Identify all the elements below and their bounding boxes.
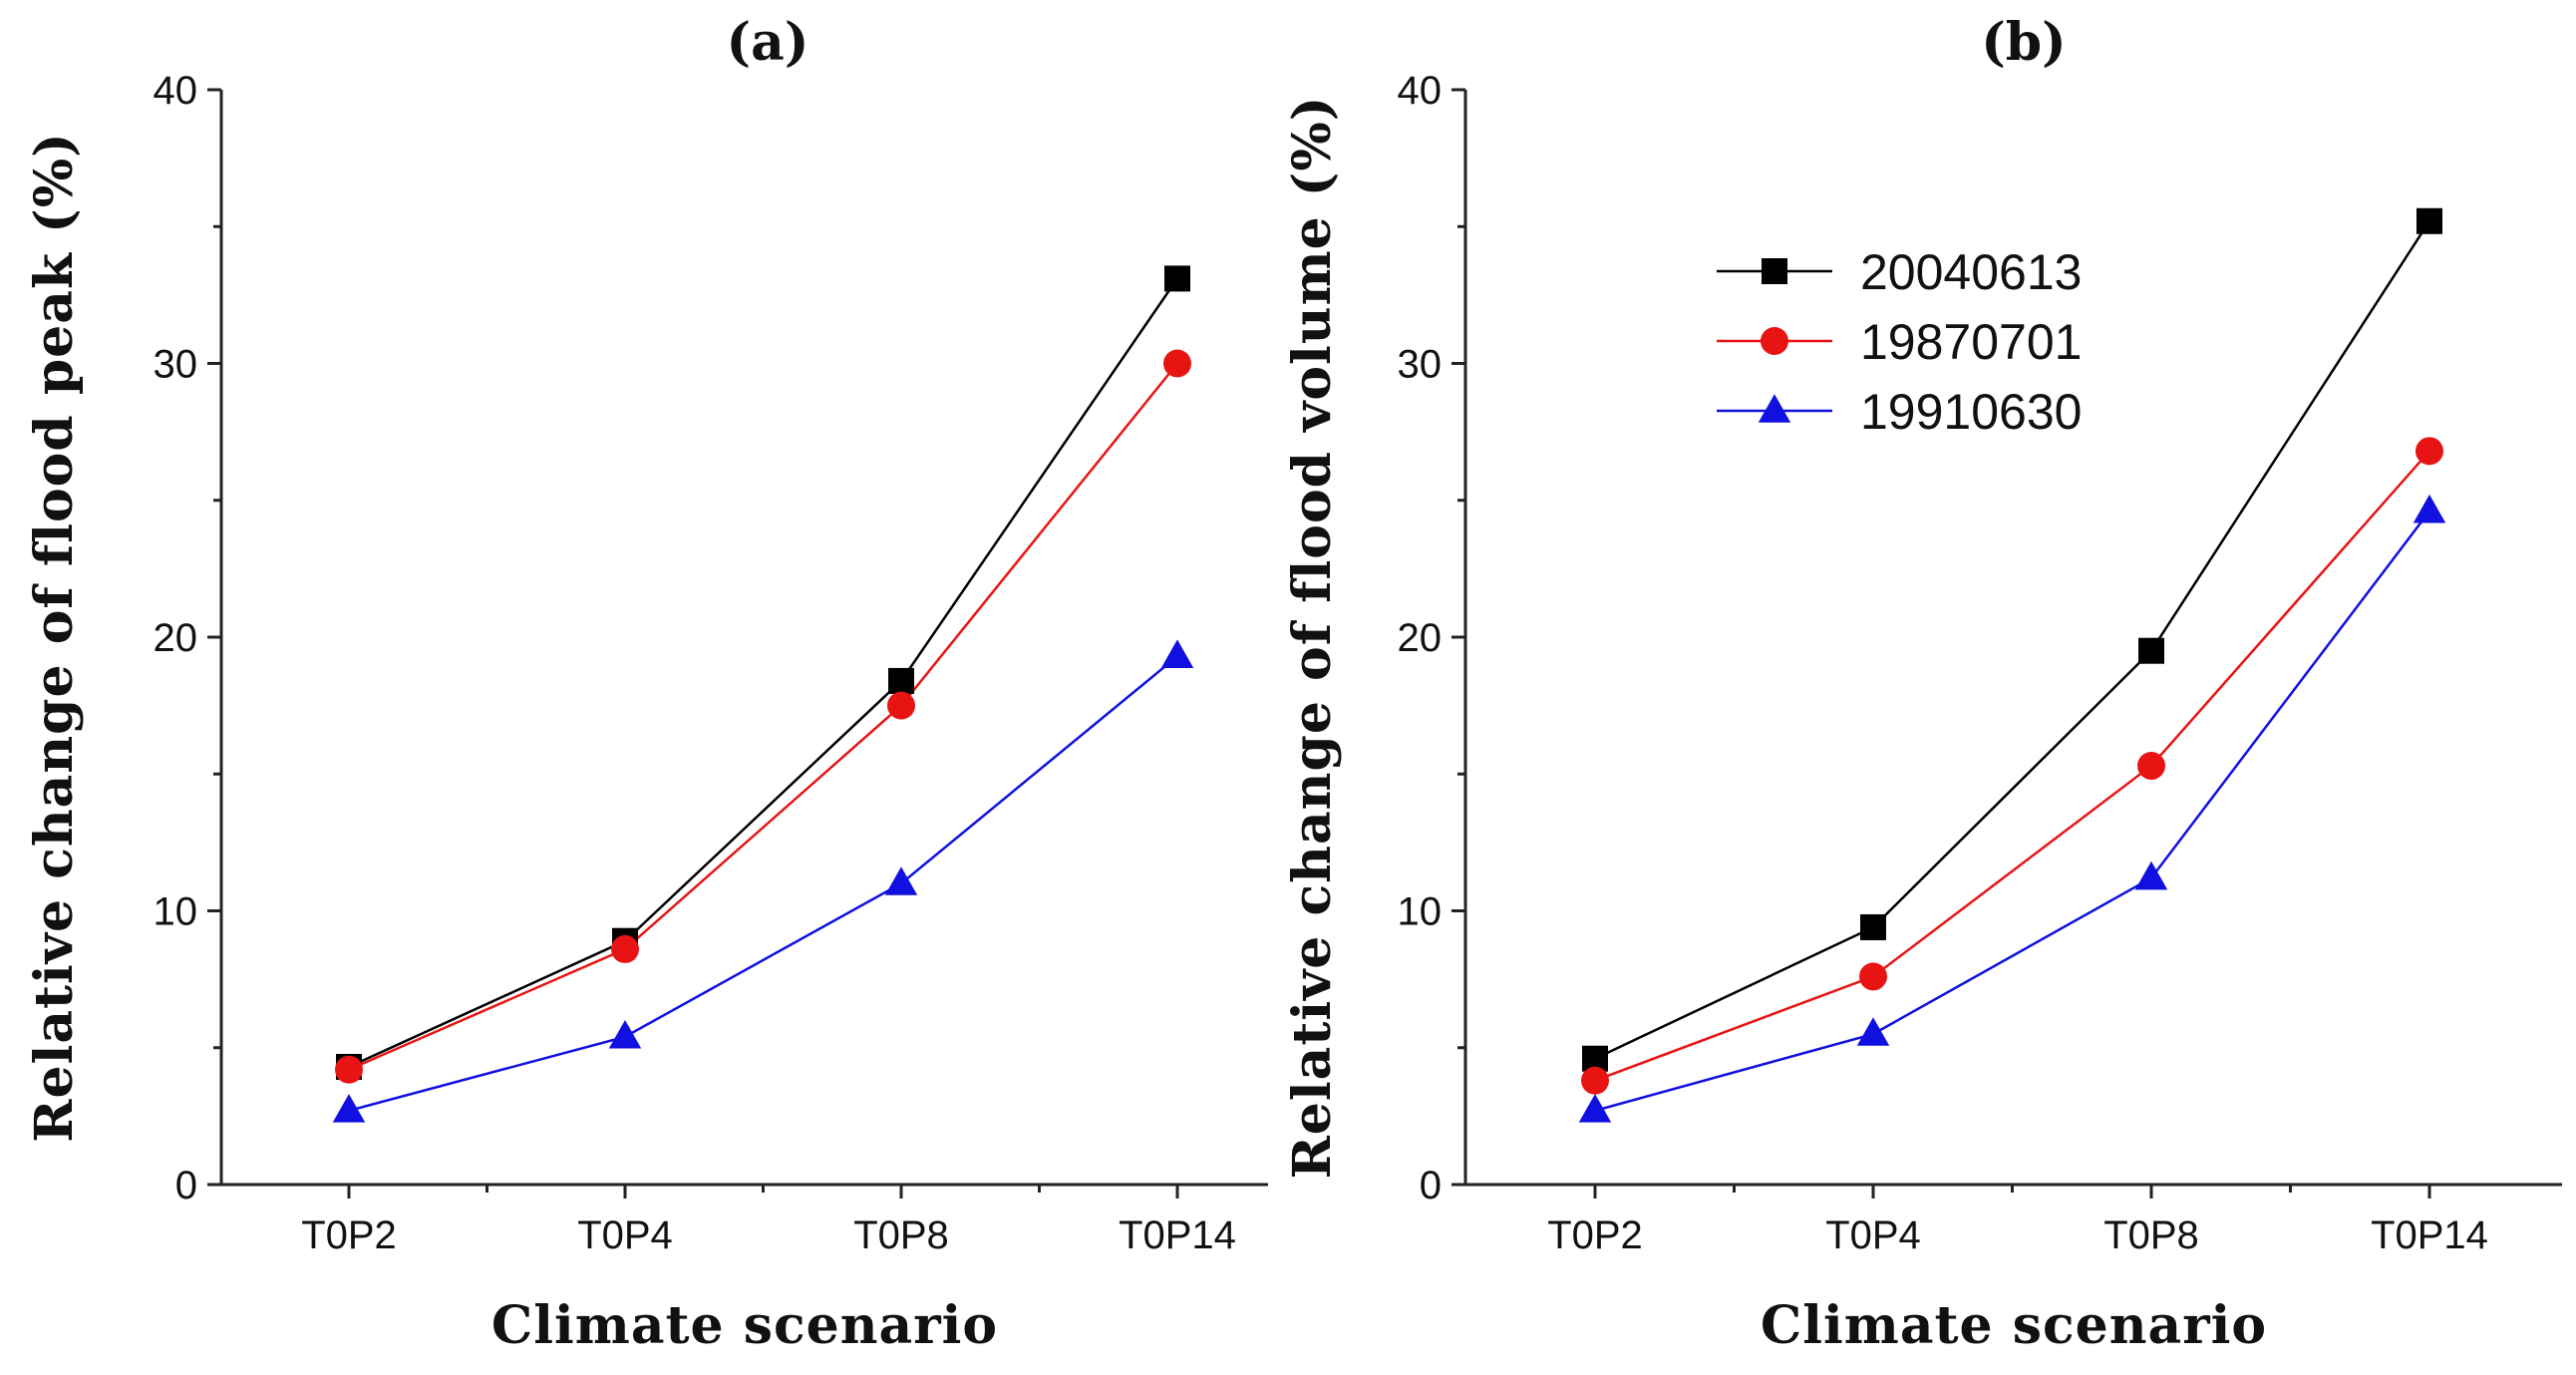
y-tick-label: 0	[175, 1164, 197, 1207]
y-tick-label: 20	[1398, 616, 1443, 660]
panel-a: 0 10 20 30 40 T0P2 T0P4 T0P8 T0P14 (a) Climate sce…	[24, 12, 1268, 1356]
panel-b: 0 10 20 30 40 T0P2 T0P4 T0P8 T0P14 (b) Climate sce…	[1282, 12, 2562, 1356]
data-point-19870701	[1163, 349, 1191, 378]
data-point-19870701	[1581, 1066, 1609, 1095]
data-point-19910630	[884, 866, 918, 895]
y-tick-label: 30	[154, 343, 198, 387]
data-point-19910630	[2413, 494, 2446, 523]
x-tick-label: T0P2	[301, 1213, 397, 1257]
x-tick-label: T0P4	[577, 1213, 673, 1257]
y-axis-title: Relative change of flood peak (%)	[24, 132, 85, 1142]
data-point-19870701	[2415, 437, 2443, 466]
legend: 20040613 19870701 19910630	[1717, 244, 2082, 440]
y-tick-label: 40	[1398, 69, 1443, 113]
x-axis-title: Climate scenario	[1761, 1295, 2267, 1356]
data-point-19910630	[608, 1019, 642, 1049]
data-point-19870701	[2137, 752, 2165, 781]
x-axis-title: Climate scenario	[491, 1295, 998, 1356]
data-point-19910630	[2134, 860, 2168, 890]
data-point-20040613	[1860, 913, 1886, 940]
x-tick-label: T0P8	[2103, 1213, 2199, 1257]
y-tick-label: 20	[154, 616, 198, 660]
data-point-19910630	[1578, 1094, 1612, 1123]
data-point-19910630	[1160, 639, 1194, 668]
data-point-19870701	[335, 1055, 363, 1084]
data-point-20040613	[2138, 637, 2164, 664]
x-tick-label: T0P8	[853, 1213, 949, 1257]
legend-marker-20040613	[1762, 258, 1787, 284]
data-point-19870701	[611, 934, 639, 963]
series-line-19870701	[348, 362, 1178, 1071]
x-tick-label: T0P2	[1547, 1213, 1643, 1257]
x-tick-label: T0P14	[1119, 1213, 1236, 1257]
data-point-19870701	[887, 691, 915, 720]
data-point-20040613	[1164, 265, 1190, 292]
data-point-19870701	[1859, 962, 1887, 991]
series-line-19910630	[348, 655, 1178, 1113]
x-tick-label: T0P4	[1825, 1213, 1921, 1257]
series-line-20040613	[1594, 220, 2431, 1060]
y-axis-title: Relative change of flood volume (%)	[1282, 96, 1343, 1180]
y-tick-label: 10	[1398, 890, 1443, 934]
series-line-19910630	[1594, 510, 2430, 1113]
legend-marker-19870701	[1761, 327, 1788, 355]
data-point-19910630	[332, 1094, 366, 1123]
y-tick-label: 40	[154, 69, 198, 113]
data-point-19910630	[1856, 1017, 1890, 1046]
y-tick-label: 10	[154, 890, 198, 934]
series-line-20040613	[348, 277, 1179, 1069]
data-point-20040613	[888, 667, 914, 694]
y-tick-label: 30	[1398, 343, 1443, 387]
panel-title: (b)	[1981, 12, 2067, 73]
legend-label: 19910630	[1860, 384, 2082, 440]
series-line-19870701	[1594, 450, 2430, 1082]
legend-label: 19870701	[1860, 314, 2082, 370]
y-tick-label: 0	[1420, 1164, 1442, 1207]
legend-marker-19910630	[1758, 394, 1791, 423]
panel-title: (a)	[727, 12, 809, 73]
data-point-20040613	[2416, 207, 2442, 234]
legend-label: 20040613	[1860, 244, 2082, 300]
x-tick-label: T0P14	[2371, 1213, 2488, 1257]
